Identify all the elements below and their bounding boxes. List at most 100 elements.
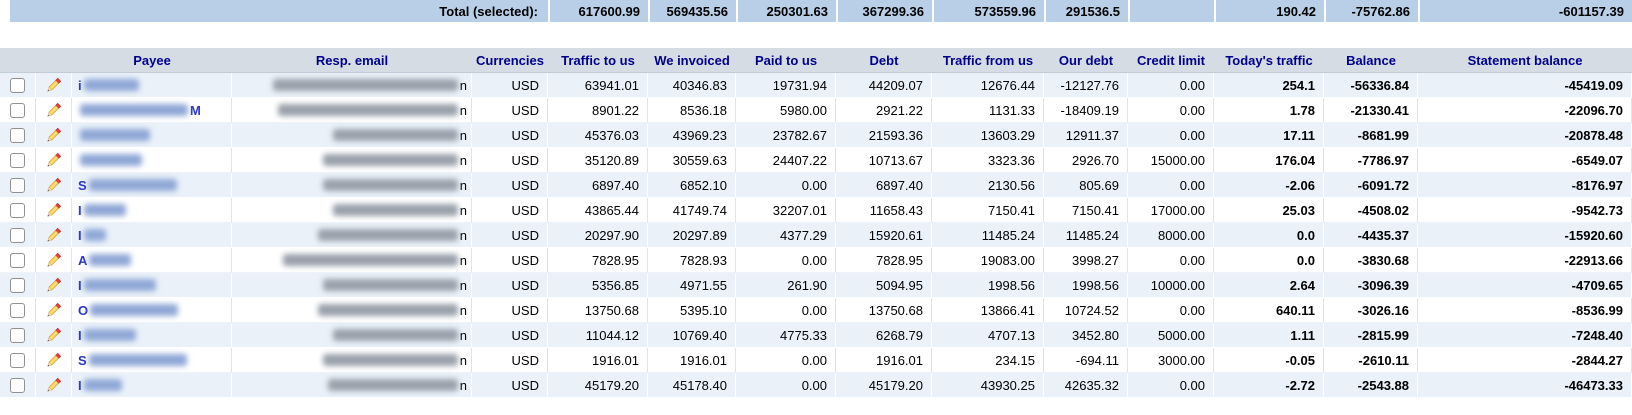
- payee-link[interactable]: O: [72, 298, 232, 323]
- row-select-cell: [0, 148, 36, 173]
- column-header-debt[interactable]: Debt: [869, 52, 899, 68]
- edit-pencil-icon[interactable]: [45, 252, 62, 269]
- edit-pencil-icon[interactable]: [45, 227, 62, 244]
- statement-balance-cell: -4709.65: [1418, 273, 1632, 298]
- row-checkbox[interactable]: [10, 277, 25, 293]
- email-visible-suffix: n: [459, 202, 467, 218]
- row-checkbox[interactable]: [10, 152, 25, 168]
- email-visible-suffix: n: [459, 77, 467, 93]
- column-header-we-invoiced[interactable]: We invoiced: [654, 52, 730, 68]
- row-checkbox[interactable]: [10, 327, 25, 343]
- payee-redacted-text: [83, 329, 136, 341]
- resp-email-cell: n: [232, 323, 472, 348]
- resp-email-cell: n: [232, 248, 472, 273]
- edit-pencil-icon[interactable]: [45, 177, 62, 194]
- payee-link[interactable]: I: [72, 198, 232, 223]
- we-invoiced-cell: 1916.01: [648, 348, 736, 373]
- row-checkbox[interactable]: [10, 302, 25, 318]
- debt-cell: 11658.43: [836, 198, 932, 223]
- edit-pencil-icon[interactable]: [45, 127, 62, 144]
- payee-link[interactable]: [72, 148, 232, 173]
- row-select-cell: [0, 223, 36, 248]
- credit-limit-cell: 3000.00: [1128, 348, 1214, 373]
- traffic-to-us-cell: 20297.90: [548, 223, 648, 248]
- total-traffic-to-us: 617600.99: [548, 0, 648, 22]
- credit-limit-cell: 15000.00: [1128, 148, 1214, 173]
- resp-email-cell: n: [232, 73, 472, 98]
- row-checkbox[interactable]: [10, 77, 25, 93]
- traffic-from-us-cell: 12676.44: [932, 73, 1044, 98]
- row-edit-cell: [36, 198, 72, 223]
- edit-pencil-icon[interactable]: [45, 327, 62, 344]
- column-header-payee[interactable]: Payee: [133, 52, 171, 68]
- we-invoiced-cell: 41749.74: [648, 198, 736, 223]
- we-invoiced-cell: 8536.18: [648, 98, 736, 123]
- row-edit-cell: [36, 223, 72, 248]
- edit-pencil-icon[interactable]: [45, 352, 62, 369]
- payee-link[interactable]: [72, 123, 232, 148]
- edit-pencil-icon[interactable]: [45, 277, 62, 294]
- row-checkbox[interactable]: [10, 377, 25, 393]
- traffic-from-us-cell: 13866.41: [932, 298, 1044, 323]
- payee-visible-suffix: M: [190, 102, 201, 118]
- column-header-email[interactable]: Resp. email: [315, 52, 389, 68]
- payee-link[interactable]: I: [72, 223, 232, 248]
- payee-link[interactable]: I: [72, 273, 232, 298]
- row-checkbox[interactable]: [10, 202, 25, 218]
- payee-visible-prefix: I: [78, 277, 82, 293]
- balance-cell: -2815.99: [1324, 323, 1418, 348]
- column-header-traffic-from-us[interactable]: Traffic from us: [942, 52, 1034, 68]
- todays-traffic-cell: 254.1: [1214, 73, 1324, 98]
- row-edit-cell: [36, 373, 72, 398]
- row-checkbox[interactable]: [10, 352, 25, 368]
- row-select-cell: [0, 248, 36, 273]
- debt-cell: 5094.95: [836, 273, 932, 298]
- payee-link[interactable]: I: [72, 323, 232, 348]
- paid-to-us-cell: 0.00: [736, 348, 836, 373]
- currency-cell: USD: [472, 248, 548, 273]
- row-select-cell: [0, 123, 36, 148]
- payee-link[interactable]: i: [72, 73, 232, 98]
- payee-link[interactable]: S: [72, 348, 232, 373]
- credit-limit-cell: 17000.00: [1128, 198, 1214, 223]
- we-invoiced-cell: 7828.93: [648, 248, 736, 273]
- column-header-currency[interactable]: Currencies: [476, 52, 544, 68]
- resp-email-cell: n: [232, 373, 472, 398]
- edit-pencil-icon[interactable]: [45, 302, 62, 319]
- payee-visible-prefix: I: [78, 227, 82, 243]
- edit-pencil-icon[interactable]: [45, 202, 62, 219]
- edit-pencil-icon[interactable]: [45, 152, 62, 169]
- resp-email-cell: n: [232, 123, 472, 148]
- column-header-balance[interactable]: Balance: [1346, 52, 1396, 68]
- email-visible-suffix: n: [459, 102, 467, 118]
- balance-cell: -2543.88: [1324, 373, 1418, 398]
- row-checkbox[interactable]: [10, 227, 25, 243]
- row-edit-cell: [36, 173, 72, 198]
- statement-balance-cell: -15920.60: [1418, 223, 1632, 248]
- email-redacted-text: [332, 204, 458, 216]
- credit-limit-cell: 0.00: [1128, 373, 1214, 398]
- balance-cell: -7786.97: [1324, 148, 1418, 173]
- row-select-cell: [0, 348, 36, 373]
- edit-pencil-icon[interactable]: [45, 102, 62, 119]
- payee-link[interactable]: I: [72, 373, 232, 398]
- column-header-statement-balance[interactable]: Statement balance: [1467, 52, 1583, 68]
- payee-link[interactable]: S: [72, 173, 232, 198]
- edit-pencil-icon[interactable]: [45, 377, 62, 394]
- row-edit-cell: [36, 73, 72, 98]
- todays-traffic-cell: -2.06: [1214, 173, 1324, 198]
- row-checkbox[interactable]: [10, 177, 25, 193]
- column-header-paid-to-us[interactable]: Paid to us: [754, 52, 818, 68]
- row-checkbox[interactable]: [10, 127, 25, 143]
- statement-balance-cell: -22096.70: [1418, 98, 1632, 123]
- column-header-todays-traffic[interactable]: Today's traffic: [1225, 52, 1313, 68]
- payee-link[interactable]: M: [72, 98, 232, 123]
- edit-pencil-icon[interactable]: [45, 77, 62, 94]
- column-header-our-debt[interactable]: Our debt: [1058, 52, 1114, 68]
- row-checkbox[interactable]: [10, 102, 25, 118]
- column-header-credit-limit[interactable]: Credit limit: [1137, 52, 1205, 68]
- column-header-traffic-to-us[interactable]: Traffic to us: [561, 52, 635, 68]
- row-checkbox[interactable]: [10, 252, 25, 268]
- payee-link[interactable]: A: [72, 248, 232, 273]
- row-edit-cell: [36, 298, 72, 323]
